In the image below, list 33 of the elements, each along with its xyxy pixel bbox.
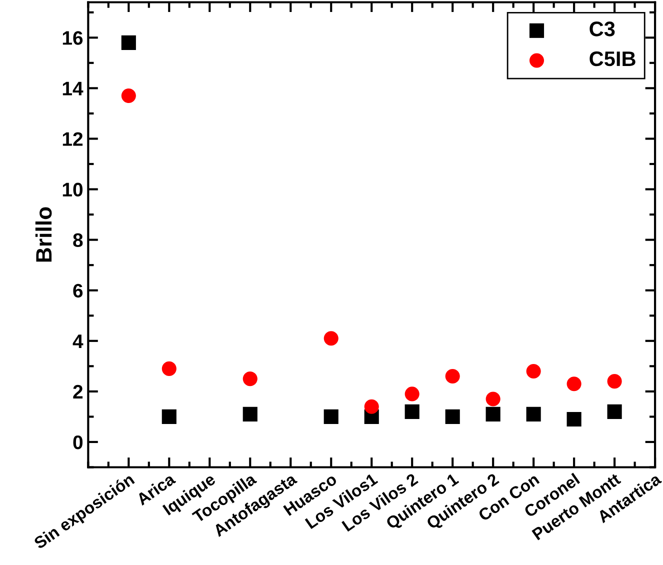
point (445, 409, 460, 424)
point (324, 409, 338, 424)
point (607, 374, 622, 389)
y-tick-label: 8 (73, 233, 83, 248)
y-tick-label: 0 (73, 435, 83, 450)
point (324, 331, 338, 346)
point (566, 412, 582, 427)
y-tick-label: 14 (62, 82, 84, 96)
point (364, 399, 379, 414)
point (445, 368, 460, 384)
y-tick-label: 12 (62, 132, 83, 146)
y-tick-label: 6 (73, 284, 83, 298)
point (486, 392, 500, 406)
point (526, 406, 541, 422)
point (242, 372, 258, 386)
point (242, 406, 258, 422)
y-tick-label: 10 (62, 182, 83, 197)
point (526, 364, 541, 379)
point (162, 409, 176, 424)
point (486, 406, 500, 422)
point (121, 88, 136, 104)
y-tick-label: 16 (62, 31, 83, 45)
point (162, 361, 176, 376)
point (404, 404, 420, 419)
point (607, 404, 622, 419)
legend-label: C3 (590, 22, 615, 36)
point (404, 386, 420, 402)
legend-label: C5IB (590, 51, 636, 66)
y-axis-title: Brillo (35, 207, 52, 262)
point (121, 35, 136, 50)
y-tick-label: 4 (72, 334, 84, 348)
y-tick-label: 2 (73, 384, 83, 398)
point (566, 376, 582, 392)
